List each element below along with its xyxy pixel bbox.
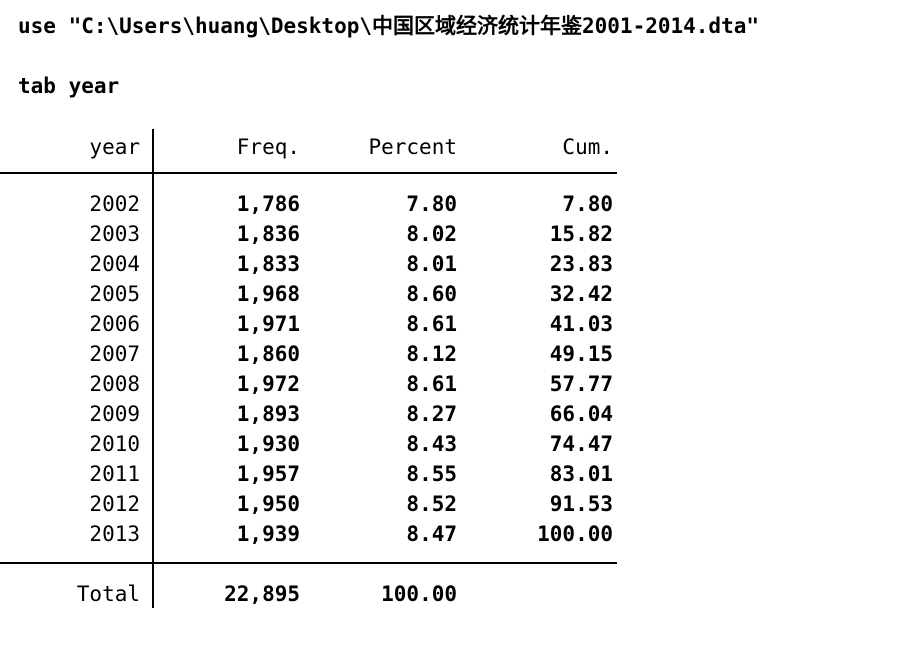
- row-year-value: 2005: [89, 282, 140, 306]
- row-cum-value: 41.03: [549, 312, 613, 336]
- row-cum-value: 49.15: [549, 342, 613, 366]
- header-divider-line: [0, 172, 617, 174]
- command-use-file: use "C:\Users\huang\Desktop\中国区域经济统计年鉴20…: [18, 14, 760, 38]
- row-year-value: 2003: [89, 222, 140, 246]
- row-percent-value: 8.12: [406, 342, 457, 366]
- row-cum-value: 91.53: [549, 492, 613, 516]
- row-percent-value: 8.52: [406, 492, 457, 516]
- row-cum-value: 83.01: [549, 462, 613, 486]
- row-percent-value: 8.01: [406, 252, 457, 276]
- row-freq-value: 1,833: [236, 252, 300, 276]
- column-header-year: year: [89, 135, 140, 159]
- row-cum-value: 7.80: [562, 192, 613, 216]
- row-freq-value: 1,893: [236, 402, 300, 426]
- row-percent-value: 8.61: [406, 372, 457, 396]
- column-header-cum: Cum.: [562, 135, 613, 159]
- table-header-row: year Freq. Percent Cum.: [0, 136, 613, 158]
- column-separator-line: [152, 129, 154, 608]
- row-freq-value: 1,786: [236, 192, 300, 216]
- table-row: 2009 1,893 8.27 66.04: [0, 399, 613, 429]
- row-year-value: 2006: [89, 312, 140, 336]
- row-percent-value: 8.27: [406, 402, 457, 426]
- row-cum-value: 57.77: [549, 372, 613, 396]
- table-row: 2005 1,968 8.60 32.42: [0, 279, 613, 309]
- command-tab-year: tab year: [18, 74, 120, 98]
- row-year-value: 2009: [89, 402, 140, 426]
- row-freq-value: 1,971: [236, 312, 300, 336]
- row-freq-value: 1,836: [236, 222, 300, 246]
- row-year-value: 2007: [89, 342, 140, 366]
- column-header-percent: Percent: [368, 135, 457, 159]
- row-year-value: 2004: [89, 252, 140, 276]
- row-percent-value: 8.60: [406, 282, 457, 306]
- row-freq-value: 1,957: [236, 462, 300, 486]
- row-cum-value: 23.83: [549, 252, 613, 276]
- row-cum-value: 66.04: [549, 402, 613, 426]
- table-row: 2002 1,786 7.80 7.80: [0, 189, 613, 219]
- table-row: 2012 1,950 8.52 91.53: [0, 489, 613, 519]
- row-cum-value: 32.42: [549, 282, 613, 306]
- row-percent-value: 7.80: [406, 192, 457, 216]
- column-header-freq: Freq.: [236, 135, 300, 159]
- total-freq: 22,895: [224, 582, 300, 606]
- row-cum-value: 74.47: [549, 432, 613, 456]
- row-year-value: 2002: [89, 192, 140, 216]
- table-row: 2008 1,972 8.61 57.77: [0, 369, 613, 399]
- table-body: 2002 1,786 7.80 7.80 2003 1,836 8.02 15.…: [0, 189, 613, 549]
- row-cum-value: 100.00: [537, 522, 613, 546]
- row-percent-value: 8.55: [406, 462, 457, 486]
- row-year-value: 2011: [89, 462, 140, 486]
- total-divider-line: [0, 562, 617, 564]
- row-percent-value: 8.61: [406, 312, 457, 336]
- row-cum-value: 15.82: [549, 222, 613, 246]
- row-year-value: 2013: [89, 522, 140, 546]
- row-percent-value: 8.47: [406, 522, 457, 546]
- table-row: 2004 1,833 8.01 23.83: [0, 249, 613, 279]
- table-row: 2007 1,860 8.12 49.15: [0, 339, 613, 369]
- row-year-value: 2012: [89, 492, 140, 516]
- row-percent-value: 8.02: [406, 222, 457, 246]
- row-year-value: 2010: [89, 432, 140, 456]
- row-freq-value: 1,930: [236, 432, 300, 456]
- row-year-value: 2008: [89, 372, 140, 396]
- row-freq-value: 1,968: [236, 282, 300, 306]
- table-row: 2003 1,836 8.02 15.82: [0, 219, 613, 249]
- total-cum: [457, 583, 613, 605]
- table-row: 2011 1,957 8.55 83.01: [0, 459, 613, 489]
- row-percent-value: 8.43: [406, 432, 457, 456]
- row-freq-value: 1,950: [236, 492, 300, 516]
- total-label: Total: [76, 582, 140, 606]
- table-total-row: Total 22,895 100.00: [0, 583, 613, 605]
- table-row: 2010 1,930 8.43 74.47: [0, 429, 613, 459]
- table-row: 2013 1,939 8.47 100.00: [0, 519, 613, 549]
- row-freq-value: 1,939: [236, 522, 300, 546]
- row-freq-value: 1,972: [236, 372, 300, 396]
- table-row: 2006 1,971 8.61 41.03: [0, 309, 613, 339]
- row-freq-value: 1,860: [236, 342, 300, 366]
- total-percent: 100.00: [381, 582, 457, 606]
